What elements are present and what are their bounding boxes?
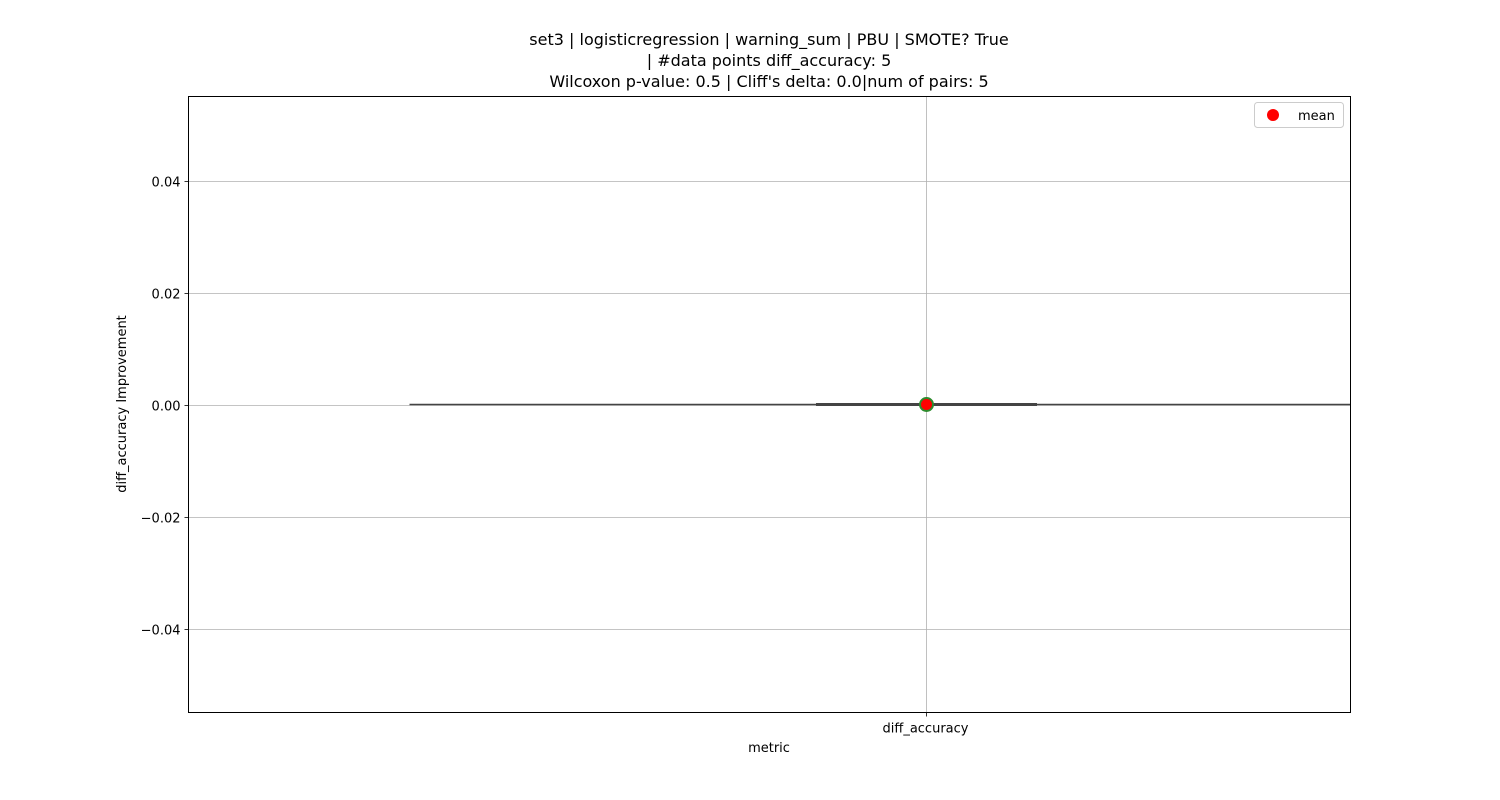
y-axis-label: diff_accuracy Improvement	[115, 315, 130, 493]
mean-marker	[919, 397, 934, 412]
legend-frame	[1254, 102, 1344, 128]
y-tick-label: 0.04	[152, 176, 181, 191]
grid-layer	[188, 96, 1351, 713]
y-tick-label: −0.02	[141, 512, 181, 527]
legend: mean	[1254, 102, 1344, 128]
y-tick-label: −0.04	[141, 624, 181, 639]
x-axis-label: metric	[748, 741, 790, 756]
legend-mean-label: mean	[1298, 109, 1335, 124]
y-tick-label: 0.00	[152, 400, 181, 415]
chart-title-line-3: Wilcoxon p-value: 0.5 | Cliff's delta: 0…	[549, 72, 989, 91]
chart-title-line-1: set3 | logisticregression | warning_sum …	[529, 30, 1009, 49]
plot-frame	[188, 96, 1351, 713]
legend-mean-marker	[1267, 109, 1279, 121]
chart-title-line-2: | #data points diff_accuracy: 5	[646, 51, 892, 70]
box-layer	[409, 397, 1351, 412]
x-tick-label: diff_accuracy	[883, 722, 969, 737]
y-axis: −0.04 −0.02 0.00 0.02 0.04	[141, 176, 189, 639]
x-axis: diff_accuracy	[883, 712, 969, 737]
y-tick-label: 0.02	[152, 288, 181, 303]
